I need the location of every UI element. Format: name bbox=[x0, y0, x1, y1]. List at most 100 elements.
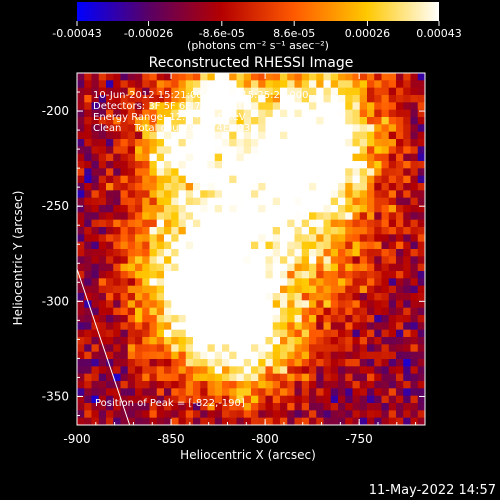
heatmap-cell bbox=[367, 329, 375, 338]
heatmap-cell bbox=[185, 388, 194, 397]
heatmap-cell bbox=[135, 271, 143, 279]
heatmap-cell bbox=[200, 366, 208, 375]
heatmap-cell bbox=[410, 183, 419, 191]
heatmap-cell bbox=[185, 337, 194, 345]
heatmap-cell bbox=[280, 381, 288, 389]
heatmap-cell bbox=[338, 175, 346, 184]
heatmap-cell bbox=[323, 219, 332, 228]
heatmap-cell bbox=[410, 293, 419, 301]
heatmap-cell bbox=[156, 359, 165, 367]
heatmap-cell bbox=[338, 381, 346, 389]
heatmap-cell bbox=[316, 87, 324, 96]
heatmap-cell bbox=[251, 263, 259, 272]
heatmap-cell bbox=[345, 329, 353, 338]
heatmap-cell bbox=[113, 190, 121, 199]
heatmap-cell bbox=[265, 95, 274, 103]
heatmap-cell bbox=[388, 329, 397, 338]
heatmap-cell bbox=[330, 241, 339, 250]
heatmap-cell bbox=[149, 190, 158, 199]
annotation-energy-range: Energy Range: 12.0 - 25.0 keV bbox=[93, 112, 246, 123]
heatmap-cell bbox=[91, 175, 100, 184]
heatmap-cell bbox=[316, 344, 324, 353]
heatmap-cell bbox=[193, 131, 201, 140]
heatmap-cell bbox=[410, 307, 419, 316]
heatmap-cell bbox=[214, 139, 223, 147]
heatmap-cell bbox=[294, 410, 303, 419]
heatmap-cell bbox=[127, 315, 136, 323]
heatmap-cell bbox=[77, 139, 85, 147]
heatmap-cell bbox=[222, 344, 230, 353]
heatmap-cell bbox=[91, 102, 100, 111]
heatmap-cell bbox=[294, 87, 303, 96]
heatmap-cell bbox=[171, 403, 179, 411]
heatmap-cell bbox=[200, 146, 208, 155]
heatmap-cell bbox=[251, 168, 259, 177]
heatmap-cell bbox=[236, 315, 245, 323]
heatmap-cell bbox=[301, 131, 310, 140]
heatmap-cell bbox=[316, 293, 324, 301]
heatmap-cell bbox=[381, 234, 390, 243]
heatmap-cell bbox=[323, 205, 332, 213]
heatmap-cell bbox=[156, 109, 165, 118]
heatmap-cell bbox=[330, 109, 339, 118]
heatmap-cell bbox=[106, 410, 114, 419]
heatmap-cell bbox=[120, 366, 129, 375]
heatmap-cell bbox=[178, 381, 187, 389]
heatmap-cell bbox=[149, 95, 158, 103]
heatmap-cell bbox=[323, 139, 332, 147]
heatmap-cell bbox=[417, 293, 425, 301]
heatmap-cell bbox=[84, 300, 92, 309]
heatmap-cell bbox=[84, 373, 92, 382]
heatmap-cell bbox=[403, 131, 411, 140]
heatmap-cell bbox=[77, 183, 85, 191]
heatmap-cell bbox=[396, 410, 404, 419]
heatmap-cell bbox=[178, 190, 187, 199]
heatmap-cell bbox=[388, 373, 397, 382]
heatmap-cell bbox=[396, 241, 404, 250]
heatmap-cell bbox=[345, 249, 353, 257]
heatmap-cell bbox=[193, 307, 201, 316]
heatmap-cell bbox=[229, 300, 237, 309]
heatmap-cell bbox=[280, 153, 288, 162]
heatmap-cell bbox=[359, 293, 368, 301]
heatmap-cell bbox=[77, 373, 85, 382]
heatmap-cell bbox=[193, 351, 201, 360]
heatmap-cell bbox=[396, 87, 404, 96]
heatmap-cell bbox=[236, 293, 245, 301]
heatmap-cell bbox=[193, 234, 201, 243]
x-tick-label: -800 bbox=[251, 432, 278, 446]
heatmap-cell bbox=[323, 351, 332, 360]
heatmap-cell bbox=[113, 161, 121, 169]
heatmap-cell bbox=[265, 80, 274, 89]
heatmap-cell bbox=[396, 366, 404, 375]
heatmap-cell bbox=[294, 234, 303, 243]
heatmap-cell bbox=[381, 183, 390, 191]
heatmap-cell bbox=[410, 315, 419, 323]
heatmap-cell bbox=[77, 190, 85, 199]
heatmap-cell bbox=[84, 109, 92, 118]
heatmap-cell bbox=[229, 410, 237, 419]
heatmap-cell bbox=[135, 293, 143, 301]
heatmap-cell bbox=[135, 139, 143, 147]
heatmap-cell bbox=[156, 95, 165, 103]
heatmap-cell bbox=[243, 227, 252, 235]
heatmap-cell bbox=[164, 190, 172, 199]
heatmap-cell bbox=[352, 344, 361, 353]
heatmap-cell bbox=[417, 366, 425, 375]
heatmap-cell bbox=[396, 307, 404, 316]
heatmap-cell bbox=[135, 168, 143, 177]
heatmap-cell bbox=[323, 307, 332, 316]
heatmap-cell bbox=[91, 161, 100, 169]
heatmap-cell bbox=[236, 124, 245, 133]
heatmap-cell bbox=[396, 146, 404, 155]
heatmap-cell bbox=[164, 373, 172, 382]
heatmap-cell bbox=[164, 161, 172, 169]
heatmap-cell bbox=[91, 300, 100, 309]
heatmap-cell bbox=[301, 293, 310, 301]
heatmap-cell bbox=[106, 109, 114, 118]
heatmap-cell bbox=[280, 307, 288, 316]
heatmap-cell bbox=[236, 278, 245, 287]
heatmap-cell bbox=[185, 183, 194, 191]
heatmap-cell bbox=[381, 153, 390, 162]
heatmap-cell bbox=[280, 183, 288, 191]
